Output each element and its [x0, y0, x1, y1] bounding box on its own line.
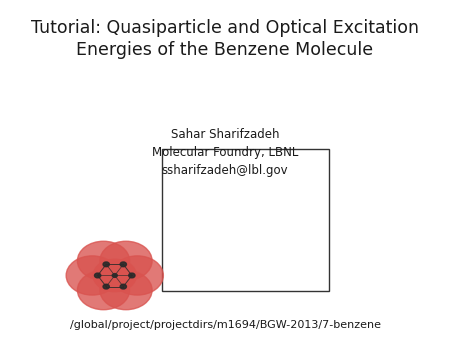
Circle shape — [66, 256, 118, 295]
Circle shape — [77, 241, 130, 281]
Circle shape — [100, 241, 152, 281]
Circle shape — [103, 262, 109, 267]
Bar — [162, 149, 328, 291]
Text: Sahar Sharifzadeh
Molecular Foundry, LBNL
ssharifzadeh@lbl.gov: Sahar Sharifzadeh Molecular Foundry, LBN… — [152, 128, 298, 177]
Circle shape — [112, 273, 117, 277]
Circle shape — [93, 259, 136, 292]
Text: /global/project/projectdirs/m1694/BGW-2013/7-benzene: /global/project/projectdirs/m1694/BGW-20… — [69, 319, 381, 330]
Circle shape — [120, 262, 126, 267]
Circle shape — [103, 284, 109, 289]
Text: Tutorial: Quasiparticle and Optical Excitation
Energies of the Benzene Molecule: Tutorial: Quasiparticle and Optical Exci… — [31, 19, 419, 59]
Circle shape — [129, 273, 135, 278]
Circle shape — [77, 270, 130, 310]
Circle shape — [100, 270, 152, 310]
Circle shape — [120, 284, 126, 289]
Circle shape — [94, 273, 101, 278]
Circle shape — [111, 256, 163, 295]
